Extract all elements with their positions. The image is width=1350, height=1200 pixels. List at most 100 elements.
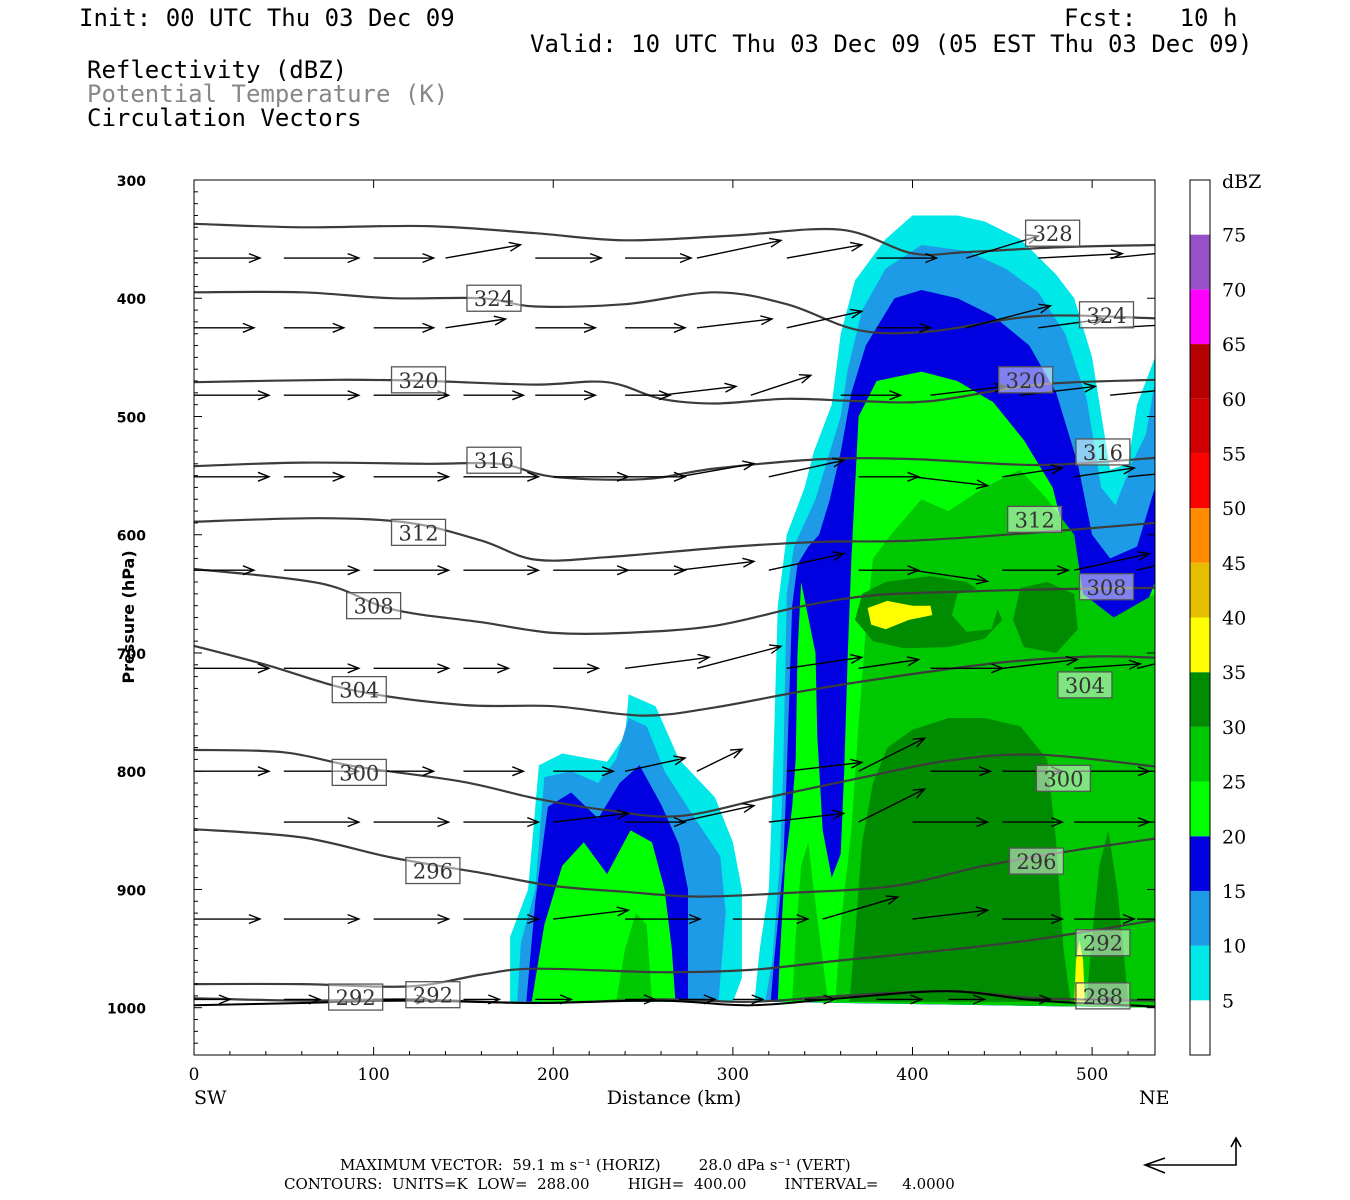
theta-label: 316 bbox=[474, 449, 514, 473]
circulation-vector bbox=[966, 305, 1051, 329]
theta-label: 296 bbox=[413, 860, 453, 884]
circulation-vector bbox=[1002, 467, 1063, 478]
vector-arrowhead bbox=[679, 252, 693, 264]
circulation-vector bbox=[696, 318, 773, 329]
colorbar-swatch bbox=[1190, 726, 1210, 782]
vector-arrowhead bbox=[257, 663, 271, 674]
vector-arrowhead bbox=[742, 460, 756, 471]
circulation-vector bbox=[445, 318, 506, 329]
vector-arrowhead bbox=[497, 663, 511, 674]
circulation-vector bbox=[1020, 385, 1096, 396]
vector-arrowhead bbox=[823, 994, 837, 1005]
vector-arrowhead bbox=[697, 653, 711, 664]
vector-arrowhead bbox=[768, 237, 783, 248]
colorbar-tick-label: 40 bbox=[1222, 608, 1246, 630]
vector-arrowhead bbox=[242, 565, 256, 576]
vector-arrowhead bbox=[976, 816, 990, 828]
vector-arrowhead bbox=[979, 766, 993, 777]
theta-label: 316 bbox=[1083, 441, 1123, 465]
colorbar-swatch bbox=[1190, 1000, 1210, 1055]
vector-arrowhead bbox=[1065, 655, 1080, 666]
reflectivity-region-25dbz bbox=[616, 913, 652, 1002]
theta-label: 300 bbox=[1043, 767, 1083, 791]
axes: 300 400 500 600 700 800 900 1000 0 100 200 300 400 50… bbox=[107, 174, 1155, 1085]
theta-label-box bbox=[390, 366, 447, 394]
colorbar-swatch bbox=[1190, 508, 1210, 563]
theta-label: 292 bbox=[1083, 932, 1123, 956]
colorbar-tick-label: 65 bbox=[1222, 334, 1246, 356]
x-tick-label: 0 bbox=[189, 1065, 200, 1085]
vector-arrowhead bbox=[437, 913, 451, 925]
colorbar-tick-label: 45 bbox=[1222, 553, 1246, 575]
y-tick-label: 600 bbox=[117, 529, 146, 545]
vector-arrowhead bbox=[703, 994, 717, 1005]
vector-arrowhead bbox=[347, 252, 361, 264]
vector-arrowhead bbox=[673, 471, 687, 482]
y-tick-label: 1000 bbox=[107, 1002, 146, 1018]
colorbar-tick-label: 55 bbox=[1222, 443, 1246, 465]
vector-arrowhead bbox=[1162, 469, 1174, 478]
theta-label-box bbox=[390, 518, 447, 547]
vector-arrowhead bbox=[751, 994, 765, 1005]
vector-arrowhead bbox=[347, 913, 361, 925]
vector-arrowhead bbox=[975, 479, 990, 490]
theta-label-box bbox=[1035, 764, 1092, 792]
vector-arrowhead bbox=[673, 755, 687, 766]
vector-arrowhead bbox=[831, 457, 846, 468]
vector-arrowhead bbox=[616, 906, 631, 917]
circulation-vector bbox=[660, 385, 737, 396]
vector-arrowhead bbox=[1050, 464, 1065, 475]
vector-arrowhead bbox=[975, 906, 990, 917]
theta-label: 304 bbox=[1065, 674, 1105, 698]
theta-contour-316 bbox=[194, 456, 1155, 481]
vector-arrowhead bbox=[910, 994, 924, 1005]
vector-arrowhead bbox=[798, 374, 813, 384]
vector-arrowhead bbox=[583, 322, 598, 333]
theta-label-box bbox=[1024, 219, 1081, 247]
colorbar: 5 10 15 20 25 30 35 40 45 50 55 60 65 70 75 bbox=[1189, 179, 1246, 1056]
vector-arrowhead bbox=[1038, 994, 1053, 1005]
theta-label: 308 bbox=[354, 595, 394, 619]
y-tick-label: 500 bbox=[117, 410, 146, 426]
theta-label-box bbox=[1078, 573, 1135, 601]
theta-label: 292 bbox=[413, 984, 453, 1008]
colorbar-tick-label: 35 bbox=[1222, 662, 1246, 684]
y-tick-label: 300 bbox=[117, 174, 146, 190]
vector-arrowhead bbox=[673, 565, 687, 576]
vector-arrowhead bbox=[347, 390, 361, 401]
reflectivity-region-30dbz bbox=[849, 718, 1071, 1002]
circulation-vector bbox=[858, 658, 919, 670]
x-axis-label: Distance (km) bbox=[607, 1087, 742, 1109]
field-theta: Potential Temperature (K) bbox=[87, 80, 449, 108]
vector-arrowhead bbox=[422, 252, 436, 264]
vector-arrowhead bbox=[248, 913, 262, 925]
circulation-vector bbox=[625, 656, 710, 670]
vector-arrowhead bbox=[673, 322, 687, 333]
colorbar-tick-label: 60 bbox=[1222, 389, 1246, 411]
vector-arrowhead bbox=[422, 766, 436, 777]
colorbar-tick-label: 75 bbox=[1222, 225, 1246, 247]
vector-arrowhead bbox=[437, 565, 451, 576]
vector-arrowhead bbox=[1179, 654, 1191, 663]
forecast-hour: Fcst: 10 h bbox=[1064, 4, 1238, 32]
circulation-vector bbox=[678, 804, 755, 823]
circulation-vector bbox=[678, 462, 755, 478]
vector-arrowhead bbox=[1161, 560, 1173, 569]
theta-label: 292 bbox=[336, 986, 376, 1010]
reference-vector bbox=[1142, 1136, 1242, 1174]
circulation-vector bbox=[858, 788, 925, 823]
theta-contour-324 bbox=[194, 290, 1155, 335]
theta-label-box bbox=[405, 856, 461, 885]
vector-arrowhead bbox=[242, 322, 256, 333]
vector-arrowhead bbox=[589, 252, 604, 264]
colorbar-swatch bbox=[1190, 836, 1210, 891]
theta-label: 300 bbox=[339, 761, 379, 785]
colorbar-frame bbox=[1189, 179, 1211, 1056]
circulation-vector bbox=[912, 569, 988, 582]
colorbar-tick-label: 30 bbox=[1222, 717, 1246, 739]
vector-arrowhead bbox=[347, 565, 361, 576]
circulation-vector bbox=[696, 239, 782, 259]
theta-label: 320 bbox=[1006, 369, 1046, 393]
circulation-vector bbox=[696, 748, 743, 772]
